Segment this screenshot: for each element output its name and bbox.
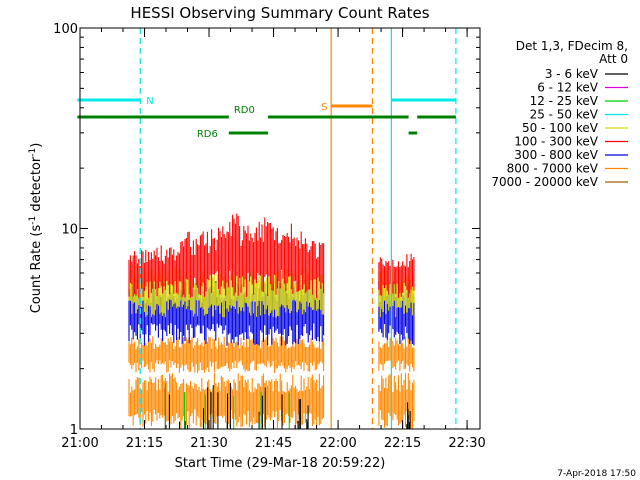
segment-1-800-7000kev-high [128,336,325,373]
legend-label: 6 - 12 keV [537,81,599,95]
flag-label-s: S [321,102,327,113]
y-tick-label: 1 [70,423,78,438]
y-tick-label: 10 [61,223,78,238]
legend-label: 300 - 800 keV [514,148,598,162]
x-tick-label: 21:15 [126,436,163,451]
x-tick-label: 22:30 [448,436,485,451]
chart-title: HESSI Observing Summary Count Rates [130,4,429,22]
y-axis-label: Count Rate (s-1 detector-1) [28,143,44,314]
segment-2-800-7000kev-high [378,336,415,372]
flag-label-rd0: RD0 [234,105,255,116]
x-axis-label: Start Time (29-Mar-18 20:59:22) [175,456,386,471]
segment-1-low-energy-spikes [164,383,309,429]
flag-label-n: N [146,96,153,107]
x-tick-label: 21:00 [61,436,98,451]
y-axis-label-end: ) [29,143,44,148]
y-axis-label-sup1: -1 [28,216,38,225]
x-tick-label: 21:30 [190,436,227,451]
legend-label: 25 - 50 keV [530,108,599,122]
x-tick-label: 22:00 [319,436,356,451]
plot-traces [128,28,457,429]
flag-bars: N S RD0 RD6 [77,96,456,140]
y-axis-label-main: Count Rate (s [29,225,44,314]
y-tick-label: 100 [53,22,78,37]
segment-2-100-300kev [378,253,415,298]
x-tick-label: 22:15 [384,436,421,451]
segment-1-800-7000kev-low [128,373,325,429]
date-stamp: 7-Apr-2018 17:50 [557,469,636,479]
segment-1-100-300kev [128,213,325,298]
segment-2-low-energy-spikes [406,402,411,429]
axes: 1 10 100 21:00 21:15 21:30 21:45 22:00 22:15 22:3… [53,22,486,451]
plot-area [128,28,457,429]
legend-label: 800 - 7000 keV [507,162,599,176]
legend-title-line-1: Det 1,3, FDecim 8, [516,39,628,53]
legend-label: 50 - 100 keV [522,121,599,135]
x-tick-label: 21:45 [255,436,292,451]
y-axis-label-mid: detector [29,156,44,216]
y-axis-label-sup2: -1 [28,148,38,157]
legend-label: 7000 - 20000 keV [491,175,598,189]
flag-label-rd6: RD6 [197,129,218,140]
legend-label: 12 - 25 keV [530,94,599,108]
legend-label: 100 - 300 keV [514,135,598,149]
legend-label: 3 - 6 keV [545,67,599,81]
legend-title-line-2: Att 0 [599,52,628,66]
